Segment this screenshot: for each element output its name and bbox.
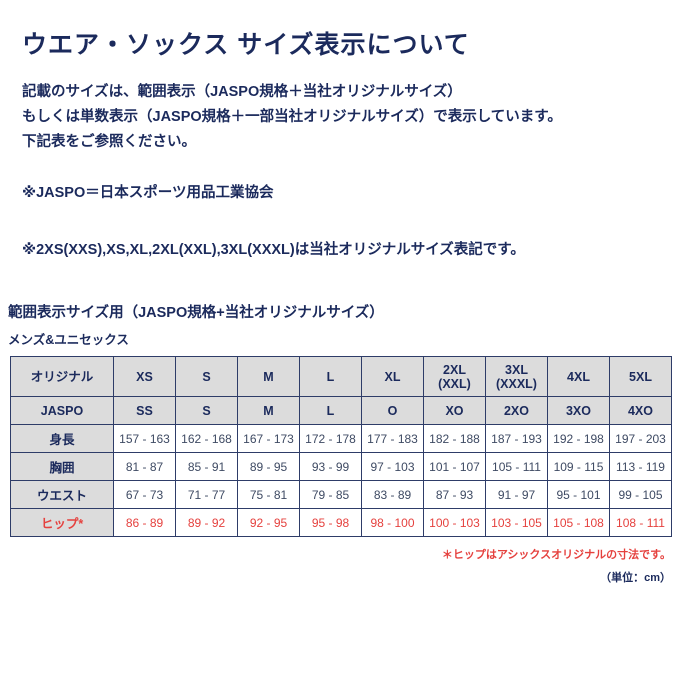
row-label-original: オリジナル (10, 356, 114, 397)
row-label-waist: ウエスト (10, 480, 114, 509)
size-cell: S (175, 356, 238, 397)
size-cell: 3XO (547, 396, 610, 425)
value-cell: 93 - 99 (299, 452, 362, 481)
value-cell: 105 - 111 (485, 452, 548, 481)
value-cell: 182 - 188 (423, 424, 486, 453)
size-cell: L (299, 356, 362, 397)
size-table: オリジナル XS S M L XL 2XL (XXL) 3XL (XXXL) 4… (10, 356, 672, 537)
value-cell: 75 - 81 (237, 480, 300, 509)
size-cell: 2XO (485, 396, 548, 425)
note-original-sizes: ※2XS(XXS),XS,XL,2XL(XXL),3XL(XXXL)は当社オリジ… (22, 242, 525, 258)
value-cell: 89 - 92 (175, 508, 238, 537)
intro-line-3: 下記表をご参照ください。 (22, 134, 196, 150)
size-cell: M (237, 396, 300, 425)
value-cell: 81 - 87 (113, 452, 176, 481)
footnote-hip: ＊ヒップはアシックスオリジナルの寸法です。 (441, 549, 671, 561)
section-subheading: メンズ&ユニセックス (8, 333, 129, 347)
row-label-height: 身長 (10, 424, 114, 453)
table-row-height: 身長 157 - 163 162 - 168 167 - 173 172 - 1… (10, 424, 672, 453)
table-row-jaspo: JASPO SS S M L O XO 2XO 3XO 4XO (10, 396, 672, 425)
value-cell: 108 - 111 (609, 508, 672, 537)
page-title: ウエア・ソックス サイズ表示について (22, 31, 470, 59)
value-cell: 197 - 203 (609, 424, 672, 453)
value-cell: 95 - 98 (299, 508, 362, 537)
note-jaspo-definition: ※JASPO＝日本スポーツ用品工業協会 (22, 185, 274, 201)
size-cell: L (299, 396, 362, 425)
value-cell: 89 - 95 (237, 452, 300, 481)
value-cell: 99 - 105 (609, 480, 672, 509)
section-heading: 範囲表示サイズ用（JASPO規格+当社オリジナルサイズ） (8, 305, 384, 321)
value-cell: 67 - 73 (113, 480, 176, 509)
value-cell: 109 - 115 (547, 452, 610, 481)
value-cell: 92 - 95 (237, 508, 300, 537)
size-cell: SS (113, 396, 176, 425)
value-cell: 187 - 193 (485, 424, 548, 453)
value-cell: 95 - 101 (547, 480, 610, 509)
value-cell: 85 - 91 (175, 452, 238, 481)
value-cell: 192 - 198 (547, 424, 610, 453)
value-cell: 157 - 163 (113, 424, 176, 453)
size-cell: 3XL (XXXL) (485, 356, 548, 397)
value-cell: 113 - 119 (609, 452, 672, 481)
size-cell: 4XO (609, 396, 672, 425)
value-cell: 87 - 93 (423, 480, 486, 509)
intro-text: 記載のサイズは、範囲表示（JASPO規格＋当社オリジナルサイズ） もしくは単数表… (22, 80, 672, 155)
size-cell: S (175, 396, 238, 425)
value-cell: 79 - 85 (299, 480, 362, 509)
row-label-hip: ヒップ* (10, 508, 114, 537)
size-cell: XL (361, 356, 424, 397)
intro-line-2: もしくは単数表示（JASPO規格＋一部当社オリジナルサイズ）で表示しています。 (22, 109, 562, 125)
row-label-jaspo: JASPO (10, 396, 114, 425)
value-cell: 100 - 103 (423, 508, 486, 537)
value-cell: 98 - 100 (361, 508, 424, 537)
size-cell: M (237, 356, 300, 397)
row-label-chest: 胸囲 (10, 452, 114, 481)
value-cell: 162 - 168 (175, 424, 238, 453)
size-cell: 5XL (609, 356, 672, 397)
value-cell: 97 - 103 (361, 452, 424, 481)
table-row-hip: ヒップ* 86 - 89 89 - 92 92 - 95 95 - 98 98 … (10, 508, 672, 537)
table-row-original: オリジナル XS S M L XL 2XL (XXL) 3XL (XXXL) 4… (10, 356, 672, 397)
size-cell: XO (423, 396, 486, 425)
size-cell: O (361, 396, 424, 425)
value-cell: 172 - 178 (299, 424, 362, 453)
table-row-chest: 胸囲 81 - 87 85 - 91 89 - 95 93 - 99 97 - … (10, 452, 672, 481)
value-cell: 101 - 107 (423, 452, 486, 481)
value-cell: 167 - 173 (237, 424, 300, 453)
value-cell: 83 - 89 (361, 480, 424, 509)
table-row-waist: ウエスト 67 - 73 71 - 77 75 - 81 79 - 85 83 … (10, 480, 672, 509)
size-cell: 4XL (547, 356, 610, 397)
value-cell: 86 - 89 (113, 508, 176, 537)
size-cell: 2XL (XXL) (423, 356, 486, 397)
footnote-unit: （単位：cm） (600, 572, 671, 584)
table-footnotes: ＊ヒップはアシックスオリジナルの寸法です。 （単位：cm） (8, 546, 671, 585)
value-cell: 177 - 183 (361, 424, 424, 453)
value-cell: 105 - 108 (547, 508, 610, 537)
value-cell: 103 - 105 (485, 508, 548, 537)
size-cell: XS (113, 356, 176, 397)
intro-line-1: 記載のサイズは、範囲表示（JASPO規格＋当社オリジナルサイズ） (22, 84, 462, 100)
value-cell: 71 - 77 (175, 480, 238, 509)
value-cell: 91 - 97 (485, 480, 548, 509)
